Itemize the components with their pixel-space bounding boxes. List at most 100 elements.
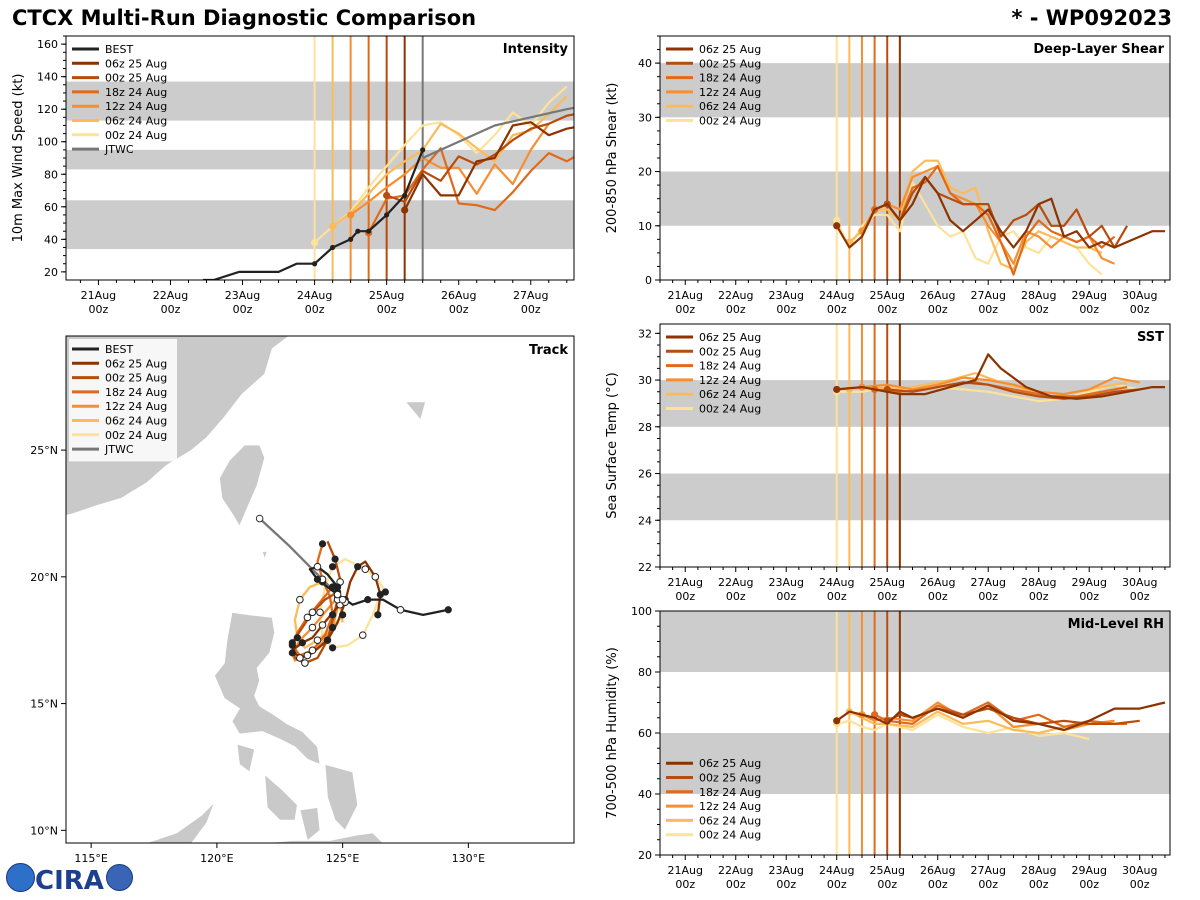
x-tick-label: 00z [827, 590, 847, 603]
x-tick-label: 25Aug [869, 864, 904, 877]
track-point-12z [371, 573, 380, 581]
legend-label-06z-24-aug: 06z 24 Aug [699, 814, 761, 827]
lat-tick-label: 20°N [30, 571, 58, 584]
series-line-18z-24-aug [874, 165, 1116, 276]
series-line-06z-25-aug [835, 175, 1165, 249]
x-tick-label: 22Aug [718, 576, 753, 589]
track-point-12z [308, 623, 317, 632]
legend-label-18z-24-aug: 18z 24 Aug [105, 86, 167, 99]
x-tick-label: 00z [877, 878, 897, 891]
legend-label-00z-25-aug: 00z 25 Aug [105, 72, 167, 85]
logo-text: CIRA [35, 866, 104, 896]
x-tick-label: 00z [233, 303, 253, 316]
x-tick-label: 25Aug [869, 576, 904, 589]
x-tick-label: 29Aug [1071, 864, 1106, 877]
track-point-12z [358, 631, 367, 639]
legend-label-12z-24-aug: 12z 24 Aug [699, 374, 761, 387]
x-tick-label: 27Aug [513, 289, 548, 302]
track-point-12z [318, 621, 327, 629]
legend-label-00z-24-aug: 00z 24 Aug [105, 429, 167, 442]
series-start-marker [329, 222, 337, 230]
legend-label-best: BEST [105, 343, 133, 356]
y-tick-label: 30 [638, 111, 652, 124]
series-line-06z-25-aug [836, 701, 1166, 732]
y-tick-label: 22 [638, 561, 652, 574]
y-tick-label: 60 [44, 201, 58, 214]
x-tick-label: 00z [1029, 878, 1049, 891]
x-tick-label: 23Aug [768, 289, 803, 302]
x-tick-label: 00z [776, 590, 796, 603]
panel-title: Intensity [503, 42, 569, 57]
chart-intensity: 21Aug00z22Aug00z23Aug00z24Aug00z25Aug00z… [11, 35, 575, 316]
track-point-00z [328, 583, 337, 591]
x-tick-label: 00z [877, 303, 897, 316]
x-tick-label: 00z [827, 303, 847, 316]
track-point-00z [313, 575, 322, 583]
legend-label-00z-24-aug: 00z 24 Aug [699, 115, 761, 128]
legend-label-06z-25-aug: 06z 25 Aug [699, 43, 761, 56]
track-point-12z [308, 608, 317, 617]
y-axis-label: 10m Max Wind Speed (kt) [11, 74, 26, 243]
noaa-icon [105, 864, 133, 891]
x-tick-label: 00z [877, 590, 897, 603]
track-point-12z [396, 605, 405, 614]
best-track-point [330, 244, 336, 251]
palawan-landmass [146, 802, 215, 843]
series-start-marker [833, 717, 841, 725]
plot-area-rh [660, 611, 1170, 855]
x-tick-label: 26Aug [920, 289, 955, 302]
x-tick-label: 24Aug [819, 576, 854, 589]
y-tick-label: 26 [638, 468, 652, 481]
panel-title: Deep-Layer Shear [1033, 42, 1164, 57]
best-track-point [420, 147, 426, 153]
legend-label-06z-24-aug: 06z 24 Aug [699, 388, 761, 401]
track-point-12z [303, 651, 312, 660]
x-tick-label: 26Aug [920, 576, 955, 589]
globe-icon [6, 863, 35, 892]
track-point-12z [301, 659, 309, 667]
x-tick-label: 00z [978, 878, 998, 891]
track-point-00z [288, 639, 296, 647]
threshold-band [660, 733, 1170, 794]
chart-sst: 21Aug00z22Aug00z23Aug00z24Aug00z25Aug00z… [605, 323, 1171, 603]
panel-title: SST [1137, 330, 1164, 345]
x-tick-label: 00z [449, 303, 469, 316]
chart-rh: 21Aug00z22Aug00z23Aug00z24Aug00z25Aug00z… [605, 605, 1171, 891]
mindoro-landmass [236, 743, 256, 773]
legend-label-00z-25-aug: 00z 25 Aug [699, 345, 761, 358]
y-tick-label: 40 [44, 233, 58, 246]
best-track-point [384, 212, 390, 218]
y-tick-label: 100 [37, 136, 58, 149]
cira-logo: CIRA [4, 863, 133, 896]
track-point-12z [313, 636, 322, 645]
batanes-landmass [261, 551, 268, 561]
y-tick-label: 120 [37, 103, 58, 116]
y-tick-label: 20 [638, 166, 652, 179]
cebu-landmass [299, 807, 321, 842]
x-tick-label: 21Aug [668, 864, 703, 877]
legend-label-00z-24-aug: 00z 24 Aug [699, 829, 761, 842]
track-point-00z [293, 634, 301, 642]
y-tick-label: 30 [638, 374, 652, 387]
y-tick-label: 28 [638, 421, 652, 434]
y-tick-label: 60 [638, 727, 652, 740]
axes-frame [659, 323, 1171, 568]
track-point-12z [303, 613, 312, 622]
track-point-12z [316, 608, 324, 617]
y-tick-label: 80 [638, 666, 652, 679]
track-point-00z [318, 540, 327, 548]
lon-tick-label: 120°E [200, 852, 233, 865]
track-point-00z [288, 649, 296, 657]
legend-label-18z-24-aug: 18z 24 Aug [105, 386, 167, 399]
track-point-00z [328, 611, 337, 619]
x-tick-label: 27Aug [970, 289, 1005, 302]
best-track-point [311, 261, 318, 267]
x-tick-label: 26Aug [920, 864, 955, 877]
legend-label-06z-24-aug: 06z 24 Aug [105, 415, 167, 428]
chart-track: 115°E 120°E 125°E 130°E 10°N 15°N 20°N 25°N Trac… [30, 335, 575, 865]
threshold-band [66, 81, 574, 121]
legend-label-00z-24-aug: 00z 24 Aug [699, 403, 761, 416]
track-point-00z [374, 611, 382, 619]
legend-label-00z-25-aug: 00z 25 Aug [699, 57, 761, 70]
